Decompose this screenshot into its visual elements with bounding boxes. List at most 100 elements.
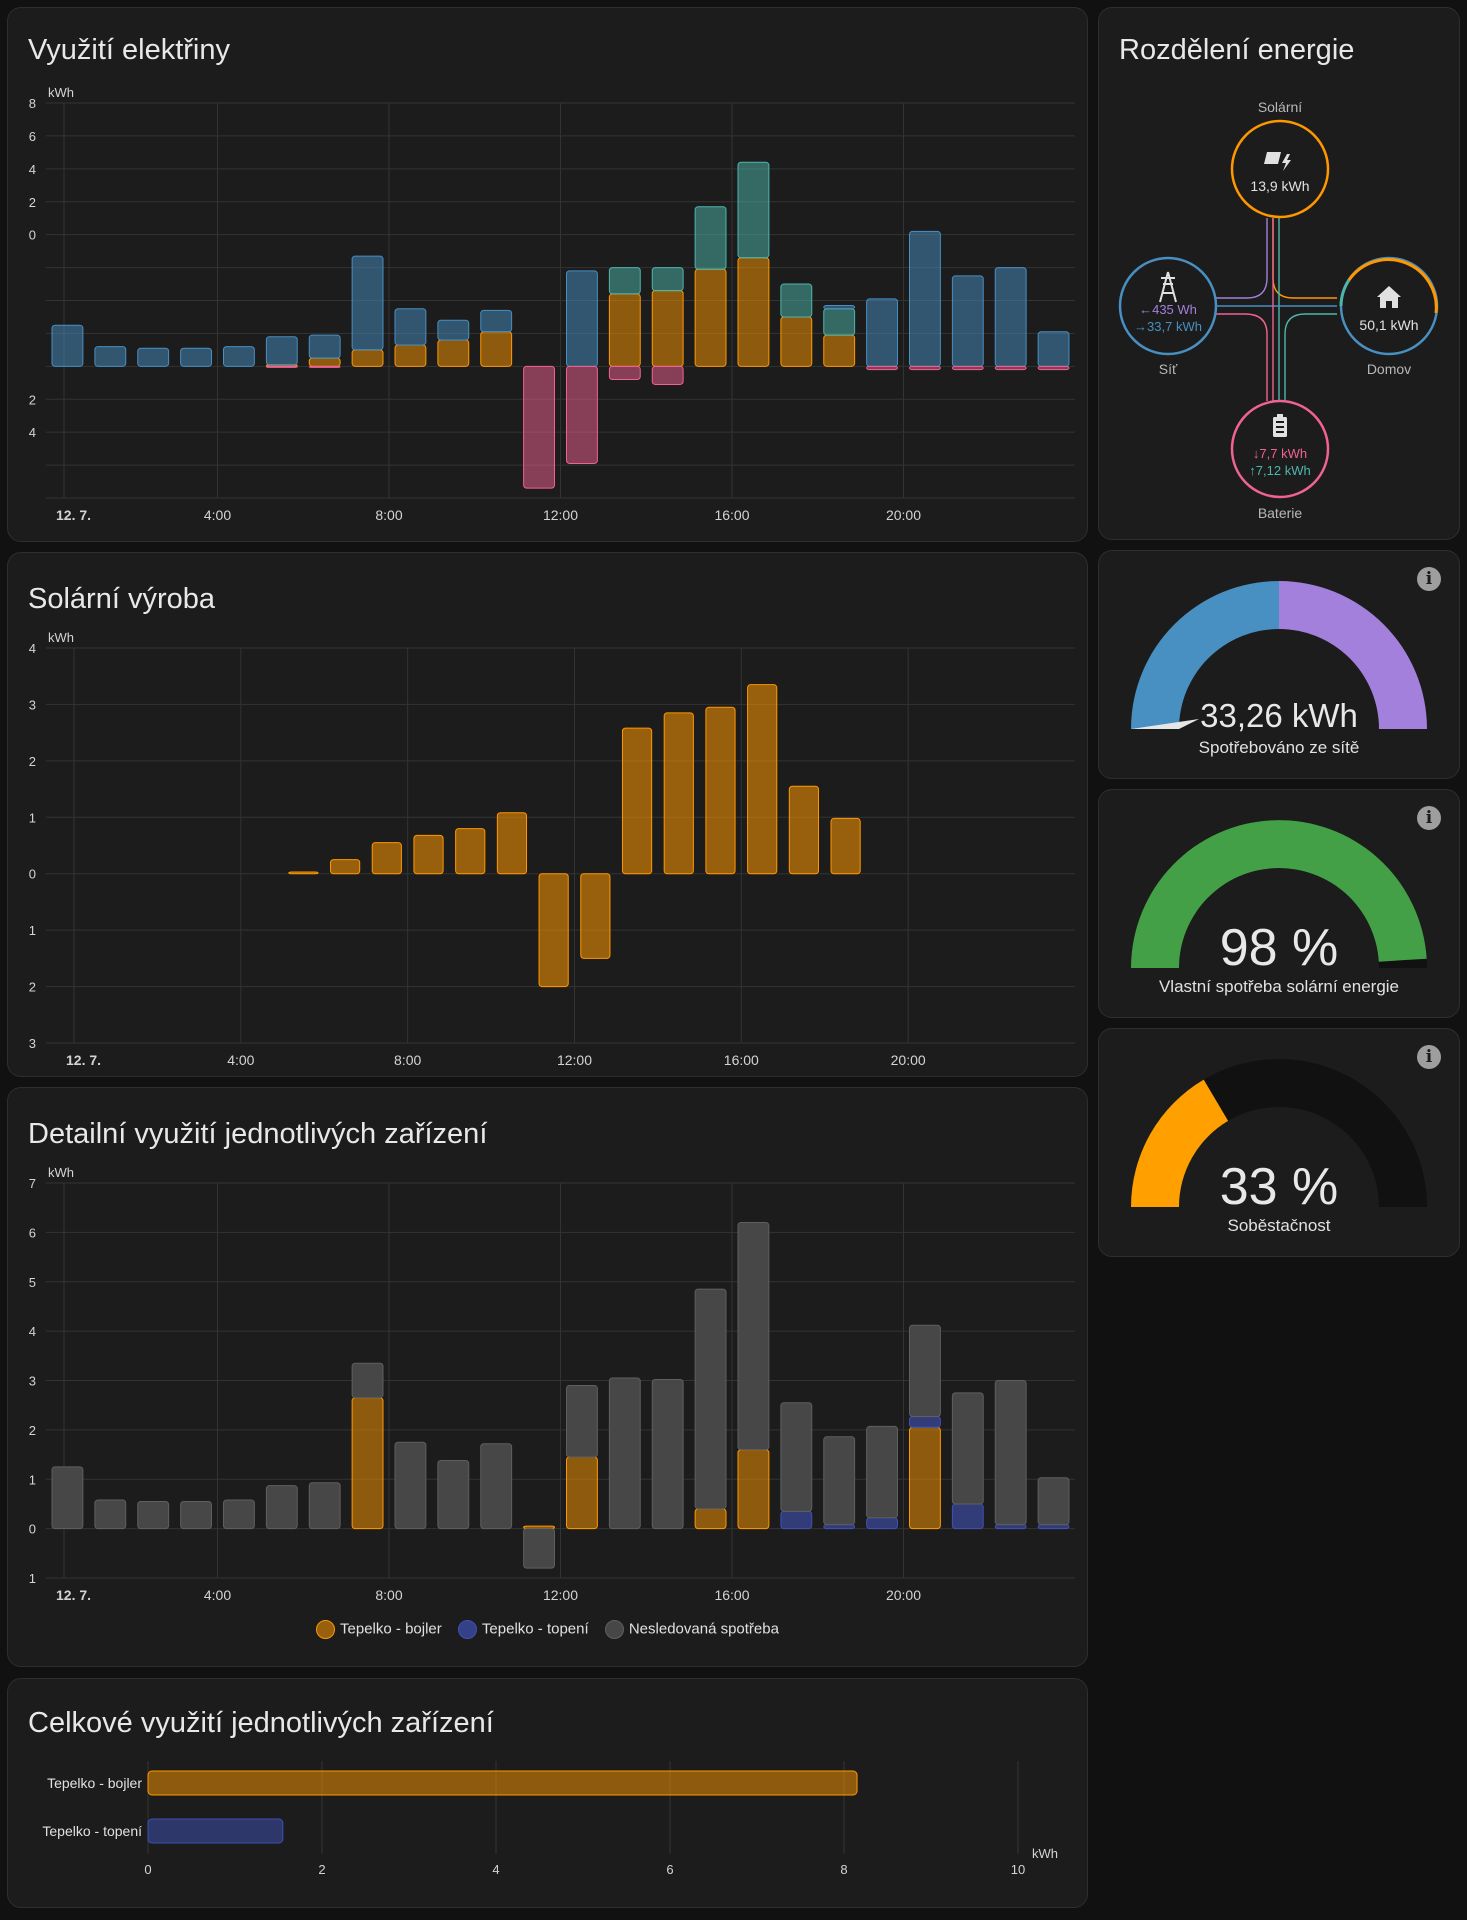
chart-bar-device bbox=[566, 1384, 598, 1458]
chart-bar-grid_in bbox=[394, 308, 427, 346]
y-tick-label: 4 bbox=[29, 641, 36, 656]
device-total-usage-chart[interactable]: 0 2 4 6 8 10 kWh Tepelko - bojler Tepelko - tope… bbox=[8, 1679, 1089, 1909]
y-tick-label: 1 bbox=[29, 923, 36, 938]
card-title: Rozdělení energie bbox=[1119, 34, 1355, 66]
chart-bar-solar bbox=[621, 727, 653, 875]
chart-bar-total bbox=[147, 1770, 858, 1796]
battery-node[interactable] bbox=[1230, 399, 1330, 499]
chart-bar-device bbox=[866, 1517, 898, 1530]
x-tick-label: 20:00 bbox=[886, 507, 921, 523]
chart-bar-solar bbox=[830, 817, 861, 875]
chart-bar-solar bbox=[694, 268, 727, 367]
chart-bar-to_battery bbox=[308, 365, 341, 368]
chart-bar-device bbox=[737, 1449, 770, 1530]
info-icon[interactable]: i bbox=[1417, 806, 1441, 830]
chart-bar-to_battery bbox=[651, 365, 684, 385]
gauge-value: 98 % bbox=[1219, 919, 1339, 977]
chart-bar-device bbox=[737, 1222, 770, 1451]
chart-bar-device bbox=[909, 1426, 941, 1530]
legend-label: Tepelko - topení bbox=[481, 1620, 589, 1638]
chart-bar-battery_out bbox=[737, 161, 770, 259]
info-icon[interactable]: i bbox=[1417, 1045, 1441, 1069]
chart-bar-battery_out bbox=[651, 267, 684, 292]
chart-bar-device bbox=[866, 1425, 898, 1519]
chart-bar-device bbox=[523, 1528, 555, 1569]
y-tick-label: 3 bbox=[29, 1036, 36, 1051]
chart-bar-grid_in bbox=[566, 270, 598, 367]
y-tick-label: 1 bbox=[29, 810, 36, 825]
chart-bar-device bbox=[566, 1456, 598, 1530]
chart-bar-grid_in bbox=[94, 346, 127, 367]
legend-label: Nesledovaná spotřeba bbox=[628, 1620, 779, 1638]
y-tick-label: 0 bbox=[29, 867, 36, 882]
battery-icon bbox=[1273, 414, 1287, 437]
x-tick-label: 16:00 bbox=[714, 507, 749, 523]
chart-bar-solar bbox=[780, 316, 813, 367]
x-tick-label: 2 bbox=[318, 1862, 325, 1877]
gauge-label: Soběstačnost bbox=[1227, 1216, 1331, 1235]
grid-in: →33,7 kWh bbox=[1134, 319, 1202, 334]
gauge-value: 33,26 kWh bbox=[1200, 697, 1358, 734]
chart-bar-device bbox=[351, 1397, 384, 1530]
solar-production-chart[interactable]: 12. 7. 4:00 8:00 12:00 16:00 20:00 4 3 2 1 0 1 2 3 kWh bbox=[8, 553, 1089, 1078]
device-detail-usage-chart[interactable]: 12. 7. 4:00 8:00 12:00 16:00 20:00 7 6 5 4 3 2 1 0 1 kW… bbox=[8, 1088, 1089, 1628]
chart-bar-solar bbox=[538, 873, 569, 988]
chart-bar-solar bbox=[608, 293, 641, 367]
x-tick-label: 20:00 bbox=[891, 1052, 926, 1068]
chart-bar-grid_in bbox=[1037, 331, 1070, 367]
chart-bar-solar bbox=[351, 349, 384, 367]
info-icon[interactable]: i bbox=[1417, 567, 1441, 591]
category-label: Tepelko - topení bbox=[42, 1823, 142, 1839]
y-tick-label: 6 bbox=[29, 1225, 36, 1240]
solar-node[interactable] bbox=[1230, 119, 1330, 219]
energy-distribution-diagram: Solární 13,9 kWh ←435 Wh →33,7 kWh Síť 5… bbox=[1118, 99, 1439, 521]
solar-self-consumption-gauge bbox=[1131, 820, 1427, 968]
chart-bar-device bbox=[180, 1500, 212, 1530]
legend-item-boiler[interactable]: Tepelko - bojler bbox=[316, 1620, 442, 1639]
x-tick-label: 4:00 bbox=[204, 1587, 231, 1603]
home-node-solar-arc bbox=[1347, 258, 1438, 314]
chart-bar-solar bbox=[496, 812, 528, 875]
chart-bar-device bbox=[951, 1503, 984, 1530]
chart-bar-device bbox=[951, 1392, 984, 1505]
chart-bar-solar bbox=[330, 859, 361, 875]
chart-bar-device bbox=[351, 1362, 384, 1399]
chart-bar-to_battery bbox=[951, 365, 984, 371]
grid-out: ←435 Wh bbox=[1139, 302, 1197, 317]
chart-bar-solar bbox=[455, 828, 486, 875]
chart-bar-solar bbox=[747, 684, 778, 875]
chart-bar-grid_in bbox=[951, 275, 984, 367]
gauge-value: 33 % bbox=[1219, 1158, 1339, 1216]
gauge-label: Spotřebováno ze sítě bbox=[1198, 738, 1360, 757]
y-tick-label: 0 bbox=[29, 1522, 36, 1537]
chart-bar-to_battery bbox=[608, 365, 641, 381]
battery-label: Baterie bbox=[1258, 505, 1303, 521]
y-tick-label: 7 bbox=[29, 1176, 36, 1191]
chart-bar-device bbox=[823, 1524, 856, 1530]
chart-bar-device bbox=[823, 1436, 856, 1526]
chart-bar-solar bbox=[737, 257, 770, 367]
chart-bar-device bbox=[394, 1441, 427, 1530]
x-tick-label: 4 bbox=[492, 1862, 499, 1877]
chart-bar-solar bbox=[651, 290, 684, 367]
chart-bar-device bbox=[608, 1377, 641, 1530]
chart-bar-grid_in bbox=[223, 346, 255, 367]
legend-item-untracked[interactable]: Nesledovaná spotřeba bbox=[604, 1620, 779, 1639]
battery-in: ↓7,7 kWh bbox=[1253, 446, 1307, 461]
electricity-usage-chart[interactable]: 12. 7. 4:00 8:00 12:00 16:00 20:00 8 6 4 2 0 2 4 kWh bbox=[8, 8, 1089, 543]
x-tick-label: 20:00 bbox=[886, 1587, 921, 1603]
chart-bar-grid_in bbox=[994, 267, 1027, 367]
legend-item-heating[interactable]: Tepelko - topení bbox=[457, 1620, 589, 1639]
chart-bar-grid_in bbox=[265, 336, 298, 366]
chart-bar-solar bbox=[788, 785, 819, 875]
chart-bar-device bbox=[265, 1485, 298, 1530]
chart-bar-grid_in bbox=[909, 230, 941, 367]
grid-node[interactable] bbox=[1118, 256, 1218, 356]
legend-swatch bbox=[457, 1620, 477, 1639]
chart-bar-device bbox=[137, 1500, 170, 1530]
chart-grid bbox=[46, 102, 1075, 499]
chart-bar-device bbox=[94, 1499, 127, 1530]
chart-bar-grid_in bbox=[480, 309, 513, 333]
x-tick-label: 8:00 bbox=[394, 1052, 421, 1068]
y-tick-label: 1 bbox=[29, 1571, 36, 1586]
